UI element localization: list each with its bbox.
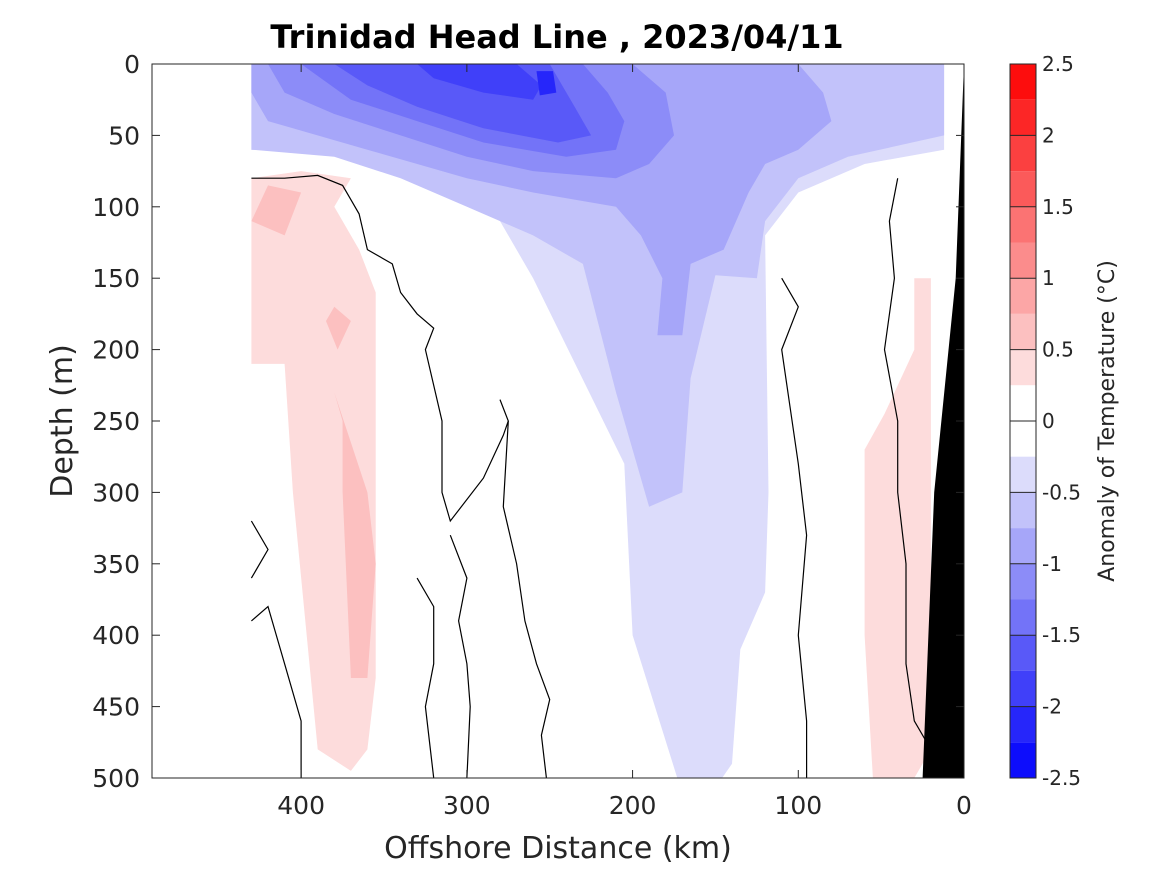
- zero-contour-line-6: [781, 277, 808, 778]
- zero-contour-line-1: [502, 420, 551, 778]
- colorbar-segment: [1010, 64, 1036, 100]
- y-axis: 0 50 100 150 200 250 300 350 400 450 500: [92, 50, 964, 793]
- zero-contour-line-4: [250, 520, 269, 579]
- contour-fill-pos-11: [334, 392, 376, 678]
- y-axis-label: Depth (m): [45, 344, 80, 498]
- colorbar-tick-label: -1: [1042, 552, 1062, 576]
- colorbar-segment: [1010, 385, 1036, 421]
- colorbar-segment: [1010, 99, 1036, 136]
- contour-fill-pos-12: [326, 306, 351, 350]
- zero-contour-line-7: [883, 178, 932, 750]
- contour-fill-pos-9: [864, 278, 931, 778]
- colorbar-segment: [1010, 242, 1036, 279]
- colorbar-segment: [1010, 706, 1036, 743]
- colorbar-segment: [1010, 421, 1036, 457]
- colorbar-segment: [1010, 456, 1036, 493]
- colorbar-tick-label: 0: [1042, 409, 1055, 433]
- colorbar-tick-label: -2.5: [1042, 766, 1081, 790]
- colorbar-segment: [1010, 670, 1036, 707]
- colorbar-segment: [1010, 599, 1036, 636]
- colorbar-tick-label: 2: [1042, 123, 1055, 147]
- x-tick-label: 100: [774, 791, 822, 820]
- colorbar-tick-label: 0.5: [1042, 338, 1074, 362]
- colorbar-tick-label: -1.5: [1042, 623, 1081, 647]
- y-tick-label: 300: [92, 478, 140, 507]
- colorbar-label: Anomaly of Temperature (°C): [1095, 260, 1120, 582]
- zero-contour-line-2: [416, 577, 435, 778]
- y-tick-label: 100: [92, 193, 140, 222]
- x-tick-label: 0: [956, 791, 972, 820]
- colorbar: 2.5 2 1.5 1 0.5 0 -0.5 -1 -1.5 -2 -2.5: [1009, 52, 1081, 790]
- colorbar-segment: [1010, 171, 1036, 207]
- colorbar-segment: [1010, 635, 1036, 671]
- colorbar-segment: [1010, 528, 1036, 564]
- y-tick-label: 200: [92, 336, 140, 365]
- y-tick-label: 450: [92, 693, 140, 722]
- x-axis-label: Offshore Distance (km): [384, 831, 732, 866]
- land-mask: [922, 64, 964, 778]
- plot-area: [151, 63, 965, 779]
- contour-fill-neg-1: [251, 64, 945, 507]
- x-axis: 400 300 200 100 0: [277, 64, 972, 820]
- y-tick-label: 50: [108, 121, 140, 150]
- x-tick-label: 200: [609, 791, 657, 820]
- colorbar-tick-label: 1.5: [1042, 195, 1074, 219]
- contour-fill-neg-7: [536, 71, 557, 96]
- y-tick-label: 0: [124, 50, 140, 79]
- x-tick-label: 300: [443, 791, 491, 820]
- y-tick-label: 500: [92, 764, 140, 793]
- colorbar-tick-label: 1: [1042, 266, 1055, 290]
- colorbar-segment: [1010, 563, 1036, 600]
- colorbar-segment: [1010, 313, 1036, 350]
- x-tick-label: 400: [277, 791, 325, 820]
- colorbar-segment: [1010, 206, 1036, 243]
- y-tick-label: 400: [92, 621, 140, 650]
- y-tick-label: 250: [92, 407, 140, 436]
- zero-contour-line-0: [251, 174, 509, 523]
- zero-contour-line-5: [251, 605, 302, 778]
- colorbar-segment: [1010, 742, 1036, 778]
- colorbar-segment: [1010, 278, 1036, 314]
- contour-fill-neg-6: [417, 64, 542, 100]
- colorbar-segment: [1010, 349, 1036, 386]
- colorbar-segment: [1010, 492, 1036, 529]
- colorbar-tick-label: -2: [1042, 695, 1062, 719]
- y-tick-label: 350: [92, 550, 140, 579]
- y-tick-label: 150: [92, 264, 140, 293]
- contour-fill-pos-10: [251, 185, 302, 236]
- chart-title: Trinidad Head Line , 2023/04/11: [270, 18, 843, 56]
- colorbar-segment: [1010, 135, 1036, 172]
- zero-contour-line-3: [449, 534, 471, 778]
- colorbar-tick-label: 2.5: [1042, 52, 1074, 76]
- colorbar-tick-label: -0.5: [1042, 480, 1081, 504]
